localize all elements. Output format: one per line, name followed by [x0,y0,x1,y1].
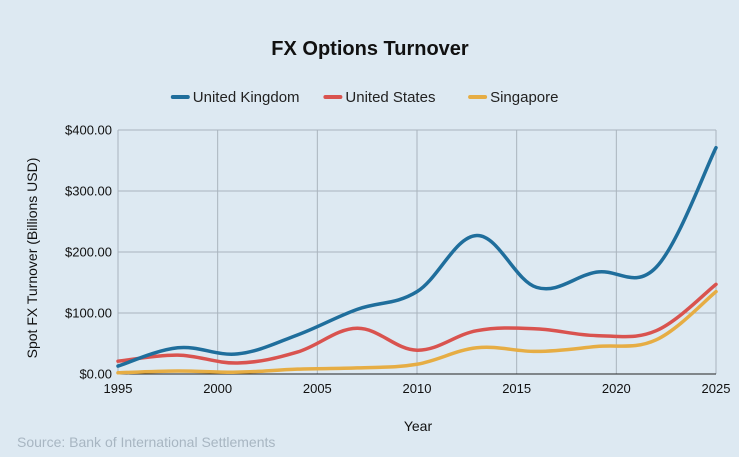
y-tick-label: $400.00 [65,123,112,138]
series-line-united-kingdom [116,145,718,368]
y-tick-label: $100.00 [65,306,112,321]
y-tick-label: $200.00 [65,245,112,260]
y-tick-label: $0.00 [79,367,112,382]
series-line-singapore [116,289,718,375]
x-axis-title: Year [404,418,433,434]
legend-item-united-kingdom: United Kingdom [170,89,300,106]
y-axis-title: Spot FX Turnover (Billions USD) [24,158,40,359]
legend: United Kingdom United States Singapore [170,89,558,106]
legend-label: Singapore [490,89,558,106]
x-tick-label: 2005 [303,381,332,396]
x-tick-label: 2025 [702,381,731,396]
chart-title: FX Options Turnover [271,38,469,60]
legend-label: United Kingdom [193,89,300,106]
x-tick-label: 2020 [602,381,631,396]
x-tick-label: 2010 [403,381,432,396]
x-tick-label: 2015 [502,381,531,396]
x-tick-label: 2000 [203,381,232,396]
legend-item-united-states: United States [323,89,435,106]
tick-labels: $0.00 $100.00 $200.00 $300.00 $400.00 1995 200… [65,123,730,397]
grid [117,129,717,374]
series-line-united-states [116,282,718,365]
series-lines [116,145,718,375]
legend-label: United States [345,89,435,106]
legend-item-singapore: Singapore [468,89,558,106]
y-tick-label: $300.00 [65,184,112,199]
source-note: Source: Bank of International Settlement… [17,434,275,450]
x-tick-label: 1995 [104,381,133,396]
